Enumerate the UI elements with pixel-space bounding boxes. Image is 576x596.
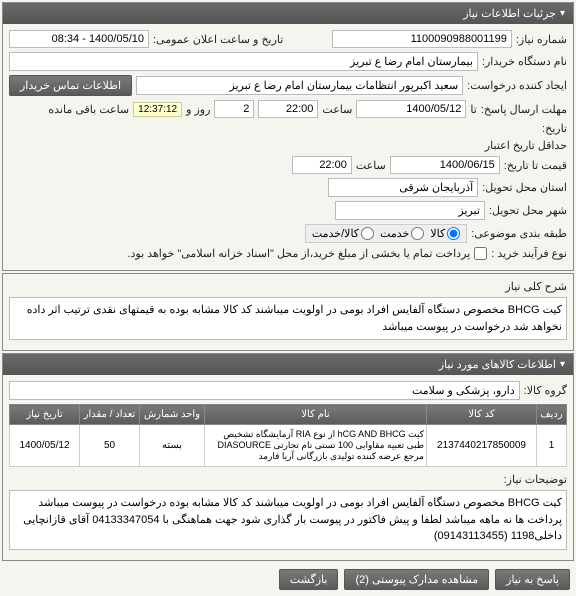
radio-goods[interactable]: کالا <box>430 227 460 240</box>
process-label: نوع فرآیند خرید : <box>491 247 567 260</box>
th-name: نام کالا <box>205 405 427 425</box>
deadline-date-field: 1400/05/12 <box>356 100 466 118</box>
price-hour-label: ساعت <box>356 159 386 172</box>
table-row: 1 2137440217850009 کیت hCG AND BHCG از ن… <box>10 425 567 467</box>
remaining-label: ساعت باقی مانده <box>48 103 129 116</box>
cell-unit: بسته <box>140 425 205 467</box>
panel-header-details: ▾ جزئیات اطلاعات نیاز <box>3 3 573 24</box>
panel-goods-title: اطلاعات کالاهای مورد نیاز <box>439 358 556 371</box>
goods-info-panel: ▾ اطلاعات کالاهای مورد نیاز گروه کالا: د… <box>2 353 574 561</box>
notes-label: توضیحات نیاز: <box>487 473 567 486</box>
category-label: طبقه بندی موضوعی: <box>471 227 567 240</box>
radio-service-label: خدمت <box>380 227 409 240</box>
deadline-day-label: روز و <box>186 103 210 116</box>
need-description-panel: شرح کلی نیاز کیت BHCG مخصوص دستگاه آلفای… <box>2 273 574 351</box>
radio-goods-label: کالا <box>430 227 445 240</box>
radio-goods-service-input[interactable] <box>361 227 374 240</box>
goods-group-field: دارو، پزشکی و سلامت <box>9 381 520 400</box>
action-bar: پاسخ به نیاز مشاهده مدارک پیوستی (2) باز… <box>0 563 576 596</box>
cell-date: 1400/05/12 <box>10 425 80 467</box>
need-no-label: شماره نیاز: <box>516 33 567 46</box>
need-no-field: 1100090988001199 <box>332 30 512 48</box>
city-field: تبریز <box>335 201 485 220</box>
notes-text: کیت BHCG مخصوص دستگاه آلفایس افراد بومی … <box>9 490 567 550</box>
back-button[interactable]: بازگشت <box>279 569 339 590</box>
process-note: پرداخت تمام یا بخشی از مبلغ خرید،از محل … <box>9 247 470 260</box>
deadline-days-field: 2 <box>214 100 254 118</box>
city-label: شهر محل تحویل: <box>489 204 567 217</box>
buyer-field: بیمارستان امام رضا ع تبریز <box>9 52 478 71</box>
countdown-field: 12:37:12 <box>133 102 182 117</box>
deadline-hour-field: 22:00 <box>258 100 318 118</box>
creator-field: سعید اکبرپور انتظامات بیمارستان امام رضا… <box>136 76 463 95</box>
radio-goods-service-label: کالا/خدمت <box>312 227 359 240</box>
public-datetime-label: تاریخ و ساعت اعلان عمومی: <box>153 33 283 46</box>
th-unit: واحد شمارش <box>140 405 205 425</box>
province-label: استان محل تحویل: <box>482 181 567 194</box>
buyer-label: نام دستگاه خریدار: <box>482 55 567 68</box>
goods-group-label: گروه کالا: <box>524 384 567 397</box>
cell-idx: 1 <box>537 425 567 467</box>
contact-button[interactable]: اطلاعات تماس خریدار <box>9 75 132 96</box>
answer-button[interactable]: پاسخ به نیاز <box>495 569 570 590</box>
cell-qty: 50 <box>80 425 140 467</box>
th-qty: تعداد / مقدار <box>80 405 140 425</box>
deadline-to-label: تا <box>470 103 476 116</box>
deadline-label: مهلت ارسال پاسخ: <box>481 103 567 116</box>
panel-title: جزئیات اطلاعات نیاز <box>463 7 556 20</box>
radio-goods-service[interactable]: کالا/خدمت <box>312 227 374 240</box>
chevron-icon: ▾ <box>560 359 565 370</box>
price-hour-field: 22:00 <box>292 156 352 174</box>
public-datetime-field: 1400/05/10 - 08:34 <box>9 30 149 48</box>
province-field: آذربایجان شرقی <box>328 178 478 197</box>
cell-code: 2137440217850009 <box>427 425 537 467</box>
table-header-row: ردیف کد کالا نام کالا واحد شمارش تعداد /… <box>10 405 567 425</box>
deadline-hour-label: ساعت <box>322 103 352 116</box>
desc-label: شرح کلی نیاز <box>487 280 567 293</box>
need-details-panel: ▾ جزئیات اطلاعات نیاز شماره نیاز: 110009… <box>2 2 574 271</box>
th-idx: ردیف <box>537 405 567 425</box>
chevron-icon: ▾ <box>560 8 565 19</box>
min-valid-label: حداقل تاریخ اعتبار <box>485 139 567 152</box>
goods-table: ردیف کد کالا نام کالا واحد شمارش تعداد /… <box>9 404 567 467</box>
creator-label: ایجاد کننده درخواست: <box>467 79 567 92</box>
radio-goods-input[interactable] <box>447 227 460 240</box>
category-radio-group: کالا خدمت کالا/خدمت <box>305 224 467 243</box>
price-to-label: قیمت تا تاریخ: <box>504 159 567 172</box>
history-label: تاریخ: <box>542 122 567 135</box>
cell-name: کیت hCG AND BHCG از نوع RIA آزمایشگاه تش… <box>205 425 427 467</box>
price-date-field: 1400/06/15 <box>390 156 500 174</box>
desc-text: کیت BHCG مخصوص دستگاه آلفایس افراد بومی … <box>9 297 567 340</box>
process-checkbox[interactable] <box>474 247 487 260</box>
panel-header-goods: ▾ اطلاعات کالاهای مورد نیاز <box>3 354 573 375</box>
th-date: تاریخ نیاز <box>10 405 80 425</box>
view-attachments-button[interactable]: مشاهده مدارک پیوستی (2) <box>344 569 489 590</box>
th-code: کد کالا <box>427 405 537 425</box>
radio-service[interactable]: خدمت <box>380 227 424 240</box>
radio-service-input[interactable] <box>411 227 424 240</box>
